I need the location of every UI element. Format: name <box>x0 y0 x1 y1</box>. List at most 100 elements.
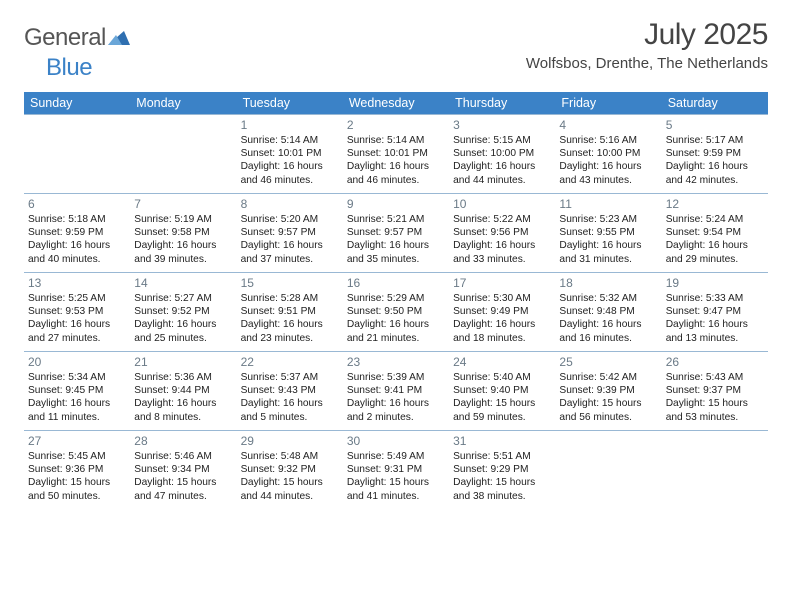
day-cell: 21Sunrise: 5:36 AMSunset: 9:44 PMDayligh… <box>130 352 236 430</box>
day-info: Sunrise: 5:18 AMSunset: 9:59 PMDaylight:… <box>28 213 126 265</box>
day-info: Sunrise: 5:36 AMSunset: 9:44 PMDaylight:… <box>134 371 232 423</box>
day-number: 10 <box>453 197 551 212</box>
dow-thursday: Thursday <box>449 92 555 114</box>
calendar: SundayMondayTuesdayWednesdayThursdayFrid… <box>24 92 768 509</box>
day-number: 8 <box>241 197 339 212</box>
day-number: 31 <box>453 434 551 449</box>
day-cell: 28Sunrise: 5:46 AMSunset: 9:34 PMDayligh… <box>130 431 236 509</box>
day-cell: 13Sunrise: 5:25 AMSunset: 9:53 PMDayligh… <box>24 273 130 351</box>
day-number: 30 <box>347 434 445 449</box>
day-cell: 10Sunrise: 5:22 AMSunset: 9:56 PMDayligh… <box>449 194 555 272</box>
dow-row: SundayMondayTuesdayWednesdayThursdayFrid… <box>24 92 768 114</box>
day-number: 20 <box>28 355 126 370</box>
day-number: 5 <box>666 118 764 133</box>
day-cell: 24Sunrise: 5:40 AMSunset: 9:40 PMDayligh… <box>449 352 555 430</box>
day-cell: 16Sunrise: 5:29 AMSunset: 9:50 PMDayligh… <box>343 273 449 351</box>
day-cell: 6Sunrise: 5:18 AMSunset: 9:59 PMDaylight… <box>24 194 130 272</box>
day-number: 1 <box>241 118 339 133</box>
day-number: 3 <box>453 118 551 133</box>
week-row: 27Sunrise: 5:45 AMSunset: 9:36 PMDayligh… <box>24 430 768 509</box>
day-info: Sunrise: 5:25 AMSunset: 9:53 PMDaylight:… <box>28 292 126 344</box>
day-info: Sunrise: 5:14 AMSunset: 10:01 PMDaylight… <box>241 134 339 186</box>
day-info: Sunrise: 5:39 AMSunset: 9:41 PMDaylight:… <box>347 371 445 423</box>
day-cell: 25Sunrise: 5:42 AMSunset: 9:39 PMDayligh… <box>555 352 661 430</box>
day-cell: 17Sunrise: 5:30 AMSunset: 9:49 PMDayligh… <box>449 273 555 351</box>
day-info: Sunrise: 5:30 AMSunset: 9:49 PMDaylight:… <box>453 292 551 344</box>
day-cell: 29Sunrise: 5:48 AMSunset: 9:32 PMDayligh… <box>237 431 343 509</box>
day-info: Sunrise: 5:24 AMSunset: 9:54 PMDaylight:… <box>666 213 764 265</box>
day-cell: 23Sunrise: 5:39 AMSunset: 9:41 PMDayligh… <box>343 352 449 430</box>
day-number: 19 <box>666 276 764 291</box>
dow-wednesday: Wednesday <box>343 92 449 114</box>
location-text: Wolfsbos, Drenthe, The Netherlands <box>526 55 768 72</box>
day-cell: 3Sunrise: 5:15 AMSunset: 10:00 PMDayligh… <box>449 115 555 193</box>
day-info: Sunrise: 5:42 AMSunset: 9:39 PMDaylight:… <box>559 371 657 423</box>
week-row: 1Sunrise: 5:14 AMSunset: 10:01 PMDayligh… <box>24 114 768 193</box>
title-block: July 2025 Wolfsbos, Drenthe, The Netherl… <box>526 18 768 72</box>
day-number: 28 <box>134 434 232 449</box>
day-info: Sunrise: 5:45 AMSunset: 9:36 PMDaylight:… <box>28 450 126 502</box>
day-info: Sunrise: 5:43 AMSunset: 9:37 PMDaylight:… <box>666 371 764 423</box>
dow-tuesday: Tuesday <box>237 92 343 114</box>
day-cell <box>555 431 661 509</box>
week-row: 13Sunrise: 5:25 AMSunset: 9:53 PMDayligh… <box>24 272 768 351</box>
week-row: 6Sunrise: 5:18 AMSunset: 9:59 PMDaylight… <box>24 193 768 272</box>
day-info: Sunrise: 5:22 AMSunset: 9:56 PMDaylight:… <box>453 213 551 265</box>
day-cell: 30Sunrise: 5:49 AMSunset: 9:31 PMDayligh… <box>343 431 449 509</box>
day-cell: 8Sunrise: 5:20 AMSunset: 9:57 PMDaylight… <box>237 194 343 272</box>
day-cell: 7Sunrise: 5:19 AMSunset: 9:58 PMDaylight… <box>130 194 236 272</box>
day-number: 4 <box>559 118 657 133</box>
day-cell <box>130 115 236 193</box>
day-cell <box>662 431 768 509</box>
day-cell: 1Sunrise: 5:14 AMSunset: 10:01 PMDayligh… <box>237 115 343 193</box>
day-info: Sunrise: 5:27 AMSunset: 9:52 PMDaylight:… <box>134 292 232 344</box>
day-info: Sunrise: 5:33 AMSunset: 9:47 PMDaylight:… <box>666 292 764 344</box>
day-info: Sunrise: 5:40 AMSunset: 9:40 PMDaylight:… <box>453 371 551 423</box>
brand-text-2: Blue <box>46 54 92 82</box>
brand-logo: General <box>24 24 130 52</box>
day-cell: 20Sunrise: 5:34 AMSunset: 9:45 PMDayligh… <box>24 352 130 430</box>
day-cell: 4Sunrise: 5:16 AMSunset: 10:00 PMDayligh… <box>555 115 661 193</box>
month-title: July 2025 <box>526 18 768 52</box>
day-cell: 18Sunrise: 5:32 AMSunset: 9:48 PMDayligh… <box>555 273 661 351</box>
day-info: Sunrise: 5:48 AMSunset: 9:32 PMDaylight:… <box>241 450 339 502</box>
day-cell: 11Sunrise: 5:23 AMSunset: 9:55 PMDayligh… <box>555 194 661 272</box>
day-cell: 14Sunrise: 5:27 AMSunset: 9:52 PMDayligh… <box>130 273 236 351</box>
logo-triangle-icon <box>108 27 130 50</box>
weeks-container: 1Sunrise: 5:14 AMSunset: 10:01 PMDayligh… <box>24 114 768 509</box>
day-number: 13 <box>28 276 126 291</box>
dow-friday: Friday <box>555 92 661 114</box>
day-number: 12 <box>666 197 764 212</box>
day-number: 27 <box>28 434 126 449</box>
day-info: Sunrise: 5:14 AMSunset: 10:01 PMDaylight… <box>347 134 445 186</box>
day-cell: 5Sunrise: 5:17 AMSunset: 9:59 PMDaylight… <box>662 115 768 193</box>
day-info: Sunrise: 5:46 AMSunset: 9:34 PMDaylight:… <box>134 450 232 502</box>
day-number: 6 <box>28 197 126 212</box>
day-cell: 15Sunrise: 5:28 AMSunset: 9:51 PMDayligh… <box>237 273 343 351</box>
day-info: Sunrise: 5:19 AMSunset: 9:58 PMDaylight:… <box>134 213 232 265</box>
day-number: 22 <box>241 355 339 370</box>
day-cell: 22Sunrise: 5:37 AMSunset: 9:43 PMDayligh… <box>237 352 343 430</box>
day-info: Sunrise: 5:49 AMSunset: 9:31 PMDaylight:… <box>347 450 445 502</box>
day-info: Sunrise: 5:32 AMSunset: 9:48 PMDaylight:… <box>559 292 657 344</box>
day-cell: 26Sunrise: 5:43 AMSunset: 9:37 PMDayligh… <box>662 352 768 430</box>
day-number: 21 <box>134 355 232 370</box>
day-cell: 9Sunrise: 5:21 AMSunset: 9:57 PMDaylight… <box>343 194 449 272</box>
day-number: 7 <box>134 197 232 212</box>
day-number: 15 <box>241 276 339 291</box>
day-number: 14 <box>134 276 232 291</box>
day-number: 17 <box>453 276 551 291</box>
day-info: Sunrise: 5:28 AMSunset: 9:51 PMDaylight:… <box>241 292 339 344</box>
dow-sunday: Sunday <box>24 92 130 114</box>
day-info: Sunrise: 5:15 AMSunset: 10:00 PMDaylight… <box>453 134 551 186</box>
day-info: Sunrise: 5:16 AMSunset: 10:00 PMDaylight… <box>559 134 657 186</box>
day-cell <box>24 115 130 193</box>
day-number: 16 <box>347 276 445 291</box>
week-row: 20Sunrise: 5:34 AMSunset: 9:45 PMDayligh… <box>24 351 768 430</box>
day-number: 26 <box>666 355 764 370</box>
day-number: 29 <box>241 434 339 449</box>
day-info: Sunrise: 5:17 AMSunset: 9:59 PMDaylight:… <box>666 134 764 186</box>
day-info: Sunrise: 5:29 AMSunset: 9:50 PMDaylight:… <box>347 292 445 344</box>
day-info: Sunrise: 5:20 AMSunset: 9:57 PMDaylight:… <box>241 213 339 265</box>
day-info: Sunrise: 5:51 AMSunset: 9:29 PMDaylight:… <box>453 450 551 502</box>
